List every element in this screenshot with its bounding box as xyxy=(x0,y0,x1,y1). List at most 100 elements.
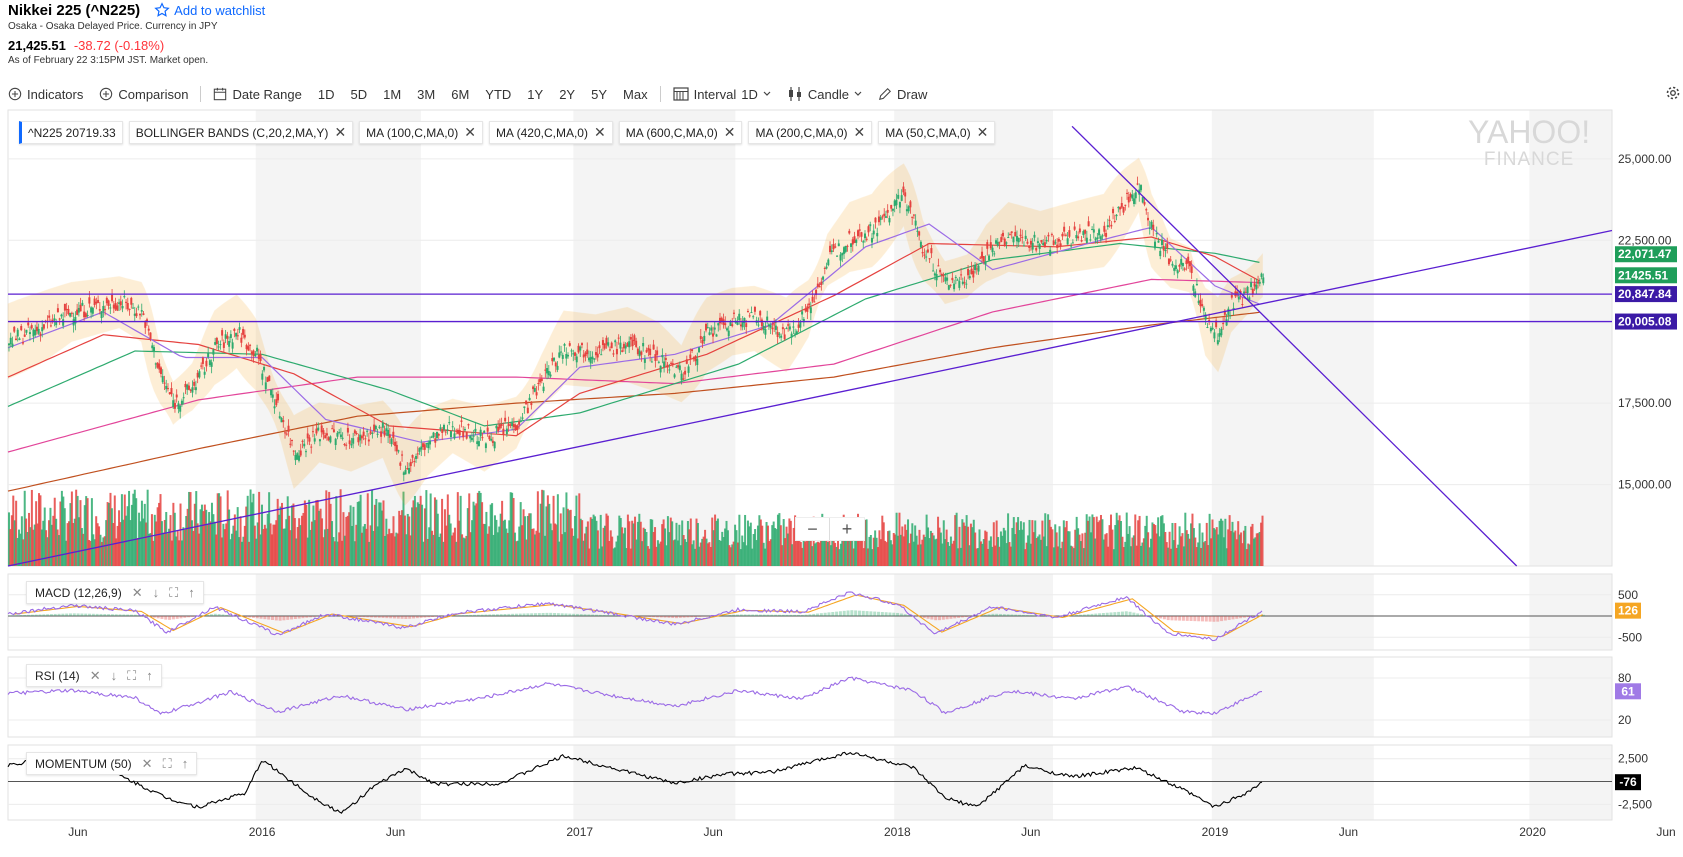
zoom-in-button[interactable]: + xyxy=(841,519,853,539)
close-icon[interactable]: ✕ xyxy=(131,584,143,600)
candle-body xyxy=(491,440,494,443)
expand-icon[interactable]: ⛶ xyxy=(162,755,172,771)
legend-ma100[interactable]: MA (100,C,MA,0) ✕ xyxy=(359,121,483,144)
candle-body xyxy=(194,387,197,391)
candle-body xyxy=(1178,264,1181,267)
volume-bar xyxy=(1102,539,1105,566)
interval-dropdown[interactable]: Interval 1D xyxy=(665,80,779,108)
volume-bar xyxy=(483,524,486,566)
range-1m[interactable]: 1M xyxy=(383,86,402,102)
candle xyxy=(23,328,26,338)
candle-body xyxy=(142,313,145,315)
range-1d[interactable]: 1D xyxy=(317,86,335,102)
close-icon[interactable]: ✕ xyxy=(976,124,989,140)
candle xyxy=(519,416,522,423)
volume-bar xyxy=(245,506,248,566)
zoom-out-button[interactable]: − xyxy=(796,518,830,540)
volume-bar xyxy=(512,498,515,566)
comparison-button[interactable]: Comparison xyxy=(91,80,196,108)
range-5y[interactable]: 5Y xyxy=(591,86,608,102)
candle-body xyxy=(186,384,189,390)
close-icon[interactable]: ✕ xyxy=(141,755,153,771)
close-icon[interactable]: ✕ xyxy=(853,124,866,140)
candle-body xyxy=(357,437,360,443)
range-3m[interactable]: 3M xyxy=(417,86,436,102)
price-chart[interactable]: 15,000.0017,500.0020,000.0022,500.0025,0… xyxy=(0,108,1683,857)
legend-ma200[interactable]: MA (200,C,MA,0) ✕ xyxy=(748,121,873,144)
candle-body xyxy=(191,387,194,393)
candle-body xyxy=(1022,245,1025,247)
candle xyxy=(152,344,155,358)
candle-body xyxy=(343,444,346,446)
candle xyxy=(1043,235,1046,249)
volume-bar xyxy=(12,495,15,566)
candle xyxy=(1178,263,1181,272)
candle-body xyxy=(30,325,33,329)
candle xyxy=(65,302,68,317)
chart-type-dropdown[interactable]: Candle xyxy=(779,80,870,108)
volume-bar xyxy=(721,531,724,566)
candle-body xyxy=(180,400,183,405)
arrow-down-icon[interactable]: ↓ xyxy=(152,585,160,600)
candle xyxy=(72,312,75,333)
close-icon[interactable]: ✕ xyxy=(723,124,736,140)
arrow-up-icon[interactable]: ↑ xyxy=(188,585,195,600)
candle xyxy=(1173,265,1176,276)
close-icon[interactable]: ✕ xyxy=(464,124,476,140)
x-tick-label: 2020 xyxy=(1519,825,1546,839)
legend-ma50[interactable]: MA (50,C,MA,0) ✕ xyxy=(878,121,996,144)
volume-bar xyxy=(555,524,558,566)
date-range-button[interactable]: Date Range xyxy=(205,80,309,108)
close-icon[interactable]: ✕ xyxy=(334,124,347,140)
close-icon[interactable]: ✕ xyxy=(593,124,606,140)
close-icon[interactable]: ✕ xyxy=(89,667,101,683)
candle xyxy=(1146,211,1149,227)
candle-body xyxy=(661,355,664,358)
legend-ma600[interactable]: MA (600,C,MA,0) ✕ xyxy=(618,121,743,144)
volume-bar xyxy=(626,514,629,566)
candle xyxy=(481,432,484,441)
draw-button[interactable]: Draw xyxy=(870,80,935,108)
macd-histogram-bar xyxy=(888,612,892,616)
volume-bar xyxy=(835,546,838,566)
range-2y[interactable]: 2Y xyxy=(559,86,576,102)
candle xyxy=(495,424,498,435)
legend-main-series[interactable]: ^N225 20719.33 xyxy=(19,121,123,144)
arrow-up-icon[interactable]: ↑ xyxy=(146,668,153,683)
candle xyxy=(470,432,473,443)
volume-bar xyxy=(638,513,641,566)
rsi-legend[interactable]: RSI (14) ✕ ↓ ⛶ ↑ xyxy=(26,664,162,687)
legend-bollinger[interactable]: BOLLINGER BANDS (C,20,2,MA,Y) ✕ xyxy=(128,121,354,144)
momentum-legend[interactable]: MOMENTUM (50) ✕ ⛶ ↑ xyxy=(26,752,198,775)
gear-icon[interactable] xyxy=(1665,85,1681,101)
legend-label: MA (200,C,MA,0) xyxy=(755,125,848,140)
candle xyxy=(132,302,135,309)
range-ytd[interactable]: YTD xyxy=(485,86,512,102)
macd-histogram-bar xyxy=(675,616,679,619)
add-to-watchlist-link[interactable]: Add to watchlist xyxy=(154,2,265,18)
candle xyxy=(378,424,381,430)
volume-bar xyxy=(209,521,212,566)
legend-ma420[interactable]: MA (420,C,MA,0) ✕ xyxy=(488,121,613,144)
expand-icon[interactable]: ⛶ xyxy=(169,584,179,600)
range-5d[interactable]: 5D xyxy=(350,86,368,102)
candle-body xyxy=(1188,261,1191,267)
candle xyxy=(1112,206,1115,220)
candle-body xyxy=(565,354,568,359)
arrow-up-icon[interactable]: ↑ xyxy=(181,756,189,771)
range-6m[interactable]: 6M xyxy=(451,86,470,102)
volume-bar xyxy=(722,537,725,566)
candle xyxy=(491,436,494,447)
range-max[interactable]: Max xyxy=(623,86,648,102)
legend-main-label: ^N225 20719.33 xyxy=(28,125,116,140)
arrow-down-icon[interactable]: ↓ xyxy=(110,668,118,683)
candle-body xyxy=(242,329,245,335)
range-1y[interactable]: 1Y xyxy=(527,86,544,102)
expand-icon[interactable]: ⛶ xyxy=(127,667,137,683)
candle xyxy=(1052,235,1055,246)
macd-legend[interactable]: MACD (12,26,9) ✕ ↓ ⛶ ↑ xyxy=(26,581,204,604)
indicators-button[interactable]: Indicators xyxy=(0,80,91,108)
candle-body xyxy=(918,231,921,236)
volume-bar xyxy=(553,523,556,566)
macd-histogram-bar xyxy=(796,614,800,616)
